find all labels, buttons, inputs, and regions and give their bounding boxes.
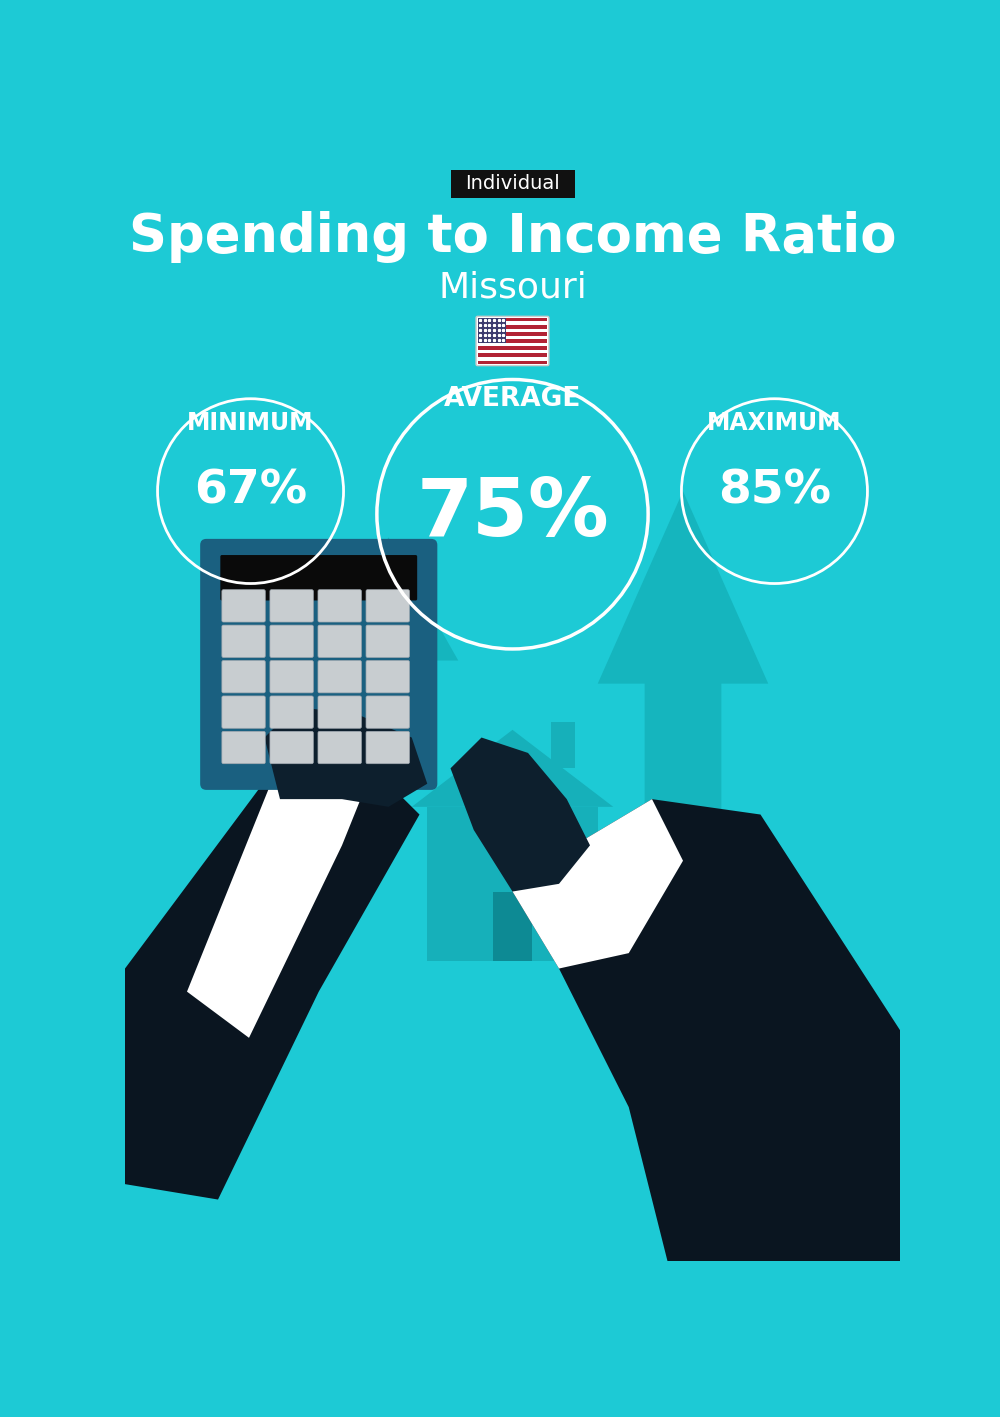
- FancyBboxPatch shape: [606, 978, 683, 982]
- Text: AVERAGE: AVERAGE: [444, 385, 581, 412]
- FancyBboxPatch shape: [478, 317, 506, 343]
- Text: Individual: Individual: [465, 174, 560, 193]
- FancyBboxPatch shape: [606, 983, 683, 988]
- FancyBboxPatch shape: [318, 731, 361, 764]
- Polygon shape: [125, 761, 420, 1200]
- FancyBboxPatch shape: [478, 350, 547, 353]
- Polygon shape: [412, 730, 613, 806]
- FancyBboxPatch shape: [222, 589, 265, 622]
- FancyBboxPatch shape: [493, 891, 532, 961]
- Polygon shape: [450, 737, 590, 891]
- FancyBboxPatch shape: [270, 660, 313, 693]
- FancyBboxPatch shape: [220, 555, 417, 601]
- FancyBboxPatch shape: [478, 336, 547, 339]
- Polygon shape: [264, 707, 427, 806]
- FancyBboxPatch shape: [318, 660, 361, 693]
- FancyBboxPatch shape: [478, 322, 547, 324]
- Text: $: $: [734, 935, 771, 986]
- FancyBboxPatch shape: [222, 625, 265, 657]
- FancyBboxPatch shape: [318, 589, 361, 622]
- Text: Missouri: Missouri: [438, 271, 587, 305]
- Ellipse shape: [617, 891, 687, 969]
- FancyBboxPatch shape: [640, 880, 664, 896]
- FancyBboxPatch shape: [478, 353, 547, 357]
- Text: 67%: 67%: [194, 469, 307, 513]
- Polygon shape: [187, 761, 373, 1037]
- FancyBboxPatch shape: [606, 956, 683, 961]
- Polygon shape: [319, 537, 458, 784]
- FancyBboxPatch shape: [318, 625, 361, 657]
- FancyBboxPatch shape: [606, 972, 683, 976]
- Ellipse shape: [691, 891, 815, 1030]
- Text: 75%: 75%: [416, 475, 609, 553]
- FancyBboxPatch shape: [737, 873, 768, 896]
- Polygon shape: [512, 799, 683, 969]
- FancyBboxPatch shape: [366, 660, 409, 693]
- FancyBboxPatch shape: [478, 357, 547, 360]
- FancyBboxPatch shape: [318, 696, 361, 728]
- FancyBboxPatch shape: [366, 589, 409, 622]
- FancyBboxPatch shape: [270, 625, 313, 657]
- FancyBboxPatch shape: [200, 538, 437, 789]
- FancyBboxPatch shape: [606, 962, 683, 966]
- FancyBboxPatch shape: [366, 625, 409, 657]
- FancyBboxPatch shape: [450, 169, 574, 198]
- FancyBboxPatch shape: [270, 731, 313, 764]
- FancyBboxPatch shape: [478, 317, 547, 322]
- FancyBboxPatch shape: [476, 316, 549, 366]
- Text: Spending to Income Ratio: Spending to Income Ratio: [129, 211, 896, 264]
- Text: MINIMUM: MINIMUM: [187, 411, 314, 435]
- FancyBboxPatch shape: [478, 339, 547, 343]
- FancyBboxPatch shape: [478, 324, 547, 329]
- FancyBboxPatch shape: [270, 696, 313, 728]
- FancyBboxPatch shape: [478, 360, 547, 364]
- FancyBboxPatch shape: [222, 731, 265, 764]
- FancyBboxPatch shape: [427, 806, 598, 961]
- Polygon shape: [512, 799, 900, 1261]
- FancyBboxPatch shape: [222, 696, 265, 728]
- Text: $: $: [642, 915, 662, 944]
- FancyBboxPatch shape: [270, 589, 313, 622]
- FancyBboxPatch shape: [478, 329, 547, 332]
- FancyBboxPatch shape: [478, 346, 547, 350]
- FancyBboxPatch shape: [606, 966, 683, 972]
- FancyBboxPatch shape: [606, 945, 683, 949]
- Text: MAXIMUM: MAXIMUM: [707, 411, 842, 435]
- FancyBboxPatch shape: [222, 660, 265, 693]
- Text: 85%: 85%: [718, 469, 831, 513]
- FancyBboxPatch shape: [606, 951, 683, 955]
- FancyBboxPatch shape: [551, 723, 574, 768]
- Polygon shape: [598, 492, 768, 876]
- FancyBboxPatch shape: [478, 343, 547, 346]
- FancyBboxPatch shape: [478, 332, 547, 336]
- FancyBboxPatch shape: [366, 696, 409, 728]
- FancyBboxPatch shape: [366, 731, 409, 764]
